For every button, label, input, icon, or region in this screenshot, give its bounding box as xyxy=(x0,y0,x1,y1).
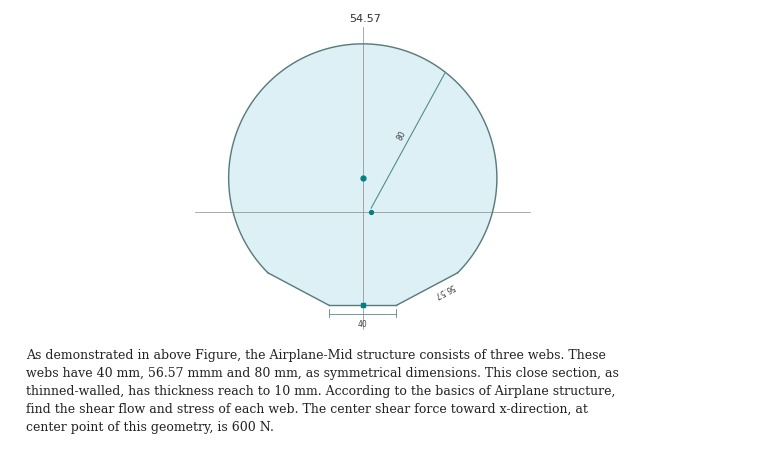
Polygon shape xyxy=(228,44,497,305)
Text: 54.57: 54.57 xyxy=(349,14,381,24)
Text: As demonstrated in above Figure, the Airplane-Mid structure consists of three we: As demonstrated in above Figure, the Air… xyxy=(26,349,619,434)
Text: 56.57: 56.57 xyxy=(432,282,455,300)
Text: 80: 80 xyxy=(395,129,408,142)
Text: 40: 40 xyxy=(358,321,368,330)
